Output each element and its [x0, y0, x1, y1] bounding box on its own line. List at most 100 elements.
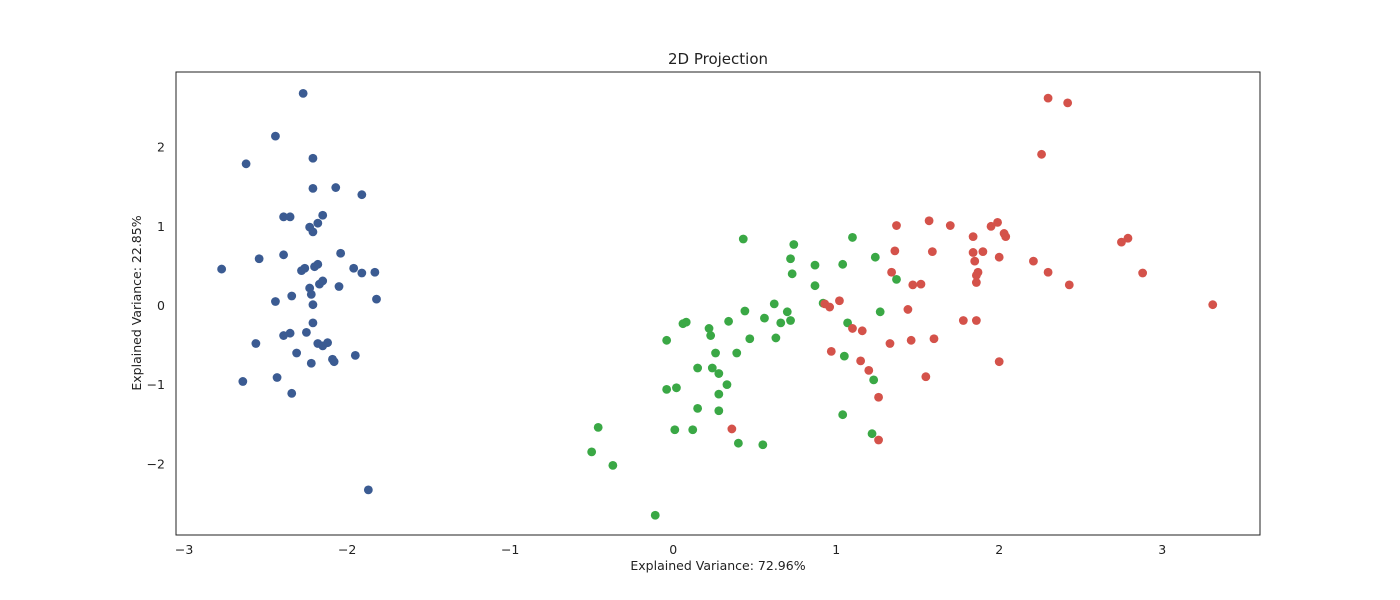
scatter-point — [350, 350, 360, 360]
x-tick-label: 3 — [1158, 542, 1166, 557]
scatter-point — [370, 267, 380, 277]
scatter-point — [693, 403, 703, 413]
scatter-point — [916, 279, 926, 289]
scatter-point — [302, 327, 311, 337]
scatter-point — [241, 159, 251, 169]
scatter-point — [994, 357, 1004, 367]
scatter-point — [732, 348, 742, 358]
scatter-point — [318, 210, 328, 220]
scatter-point — [306, 289, 316, 299]
scatter-point — [971, 316, 981, 325]
scatter-point — [1043, 267, 1053, 277]
scatter-point — [874, 435, 883, 445]
scatter-point — [238, 377, 248, 386]
scatter-point — [924, 216, 934, 226]
y-tick-label: 0 — [157, 298, 165, 313]
scatter-point — [279, 250, 288, 260]
scatter-point — [672, 383, 681, 393]
scatter-point — [787, 269, 797, 279]
scatter-point — [857, 326, 867, 336]
scatter-point — [945, 221, 955, 230]
y-tick-label: 1 — [157, 219, 165, 234]
scatter-point — [727, 424, 737, 434]
chart-title: 2D Projection — [668, 50, 768, 68]
scatter-point — [971, 278, 981, 287]
scatter-point — [968, 248, 978, 257]
series-2 — [587, 233, 901, 520]
scatter-point — [892, 274, 901, 284]
y-tick-label: −2 — [147, 456, 165, 471]
scatter-point — [678, 319, 688, 329]
scatter-point — [593, 422, 603, 432]
y-tick-label: −1 — [147, 377, 165, 392]
scatter-point — [993, 217, 1002, 227]
scatter-point — [707, 363, 717, 373]
scatter-point — [1043, 93, 1053, 103]
series-3 — [727, 93, 1218, 445]
scatter-point — [908, 280, 918, 290]
scatter-point — [745, 334, 755, 344]
scatter-point — [271, 297, 280, 306]
scatter-point — [856, 356, 866, 366]
scatter-point — [279, 331, 288, 340]
x-tick-label: 1 — [832, 542, 840, 557]
scatter-point — [331, 183, 341, 192]
plot-frame — [175, 71, 1261, 536]
scatter-point — [254, 254, 264, 264]
scatter-point — [986, 221, 996, 231]
x-tick-label: 0 — [669, 542, 677, 557]
scatter-point — [292, 348, 302, 358]
scatter-point — [786, 316, 795, 325]
scatter-point — [885, 339, 895, 348]
scatter-point — [688, 425, 698, 435]
scatter-point — [826, 346, 836, 356]
y-tick-label: 2 — [157, 140, 165, 155]
scatter-point — [251, 339, 261, 348]
scatter-point — [1063, 98, 1073, 108]
scatter-point — [733, 438, 743, 448]
scatter-point — [786, 254, 795, 264]
scatter-point — [714, 406, 724, 416]
scatter-point — [1123, 233, 1133, 243]
scatter-point — [308, 153, 318, 163]
scatter-point — [771, 333, 781, 343]
scatter-point — [308, 227, 318, 237]
series-1 — [217, 88, 381, 495]
scatter-point — [1208, 300, 1218, 310]
x-tick-label: −1 — [501, 542, 519, 557]
scatter-point — [217, 264, 227, 274]
scatter-point — [740, 306, 750, 316]
scatter-point — [890, 246, 900, 256]
scatter-point — [892, 221, 901, 230]
scatter-point — [864, 365, 874, 375]
scatter-point — [662, 384, 672, 394]
scatter-point — [308, 183, 318, 193]
scatter-point — [287, 388, 297, 398]
scatter-point — [789, 240, 799, 249]
scatter-point — [1001, 232, 1011, 242]
axis-ticks: −3 −2 −1 0 1 2 3 −2 −1 0 1 2 — [147, 140, 1167, 557]
scatter-point — [670, 425, 680, 435]
scatter-point — [758, 440, 768, 450]
scatter-point — [329, 357, 339, 367]
scatter-point — [903, 305, 913, 314]
scatter-point — [287, 291, 297, 301]
x-tick-label: −3 — [175, 542, 193, 557]
scatter-point — [970, 256, 980, 266]
scatter-point — [838, 410, 848, 420]
scatter-point — [349, 263, 359, 273]
scatter-point — [272, 373, 282, 382]
scatter-point — [279, 212, 288, 222]
scatter-point — [724, 316, 733, 326]
scatter-point — [1138, 268, 1148, 278]
scatter-point — [318, 341, 328, 351]
scatter-point — [308, 318, 318, 328]
scatter-point — [810, 281, 820, 291]
scatter-point — [825, 302, 835, 312]
scatter-point — [776, 318, 786, 328]
scatter-point — [662, 335, 672, 345]
x-tick-label: −2 — [338, 542, 356, 557]
scatter-point — [714, 389, 724, 399]
